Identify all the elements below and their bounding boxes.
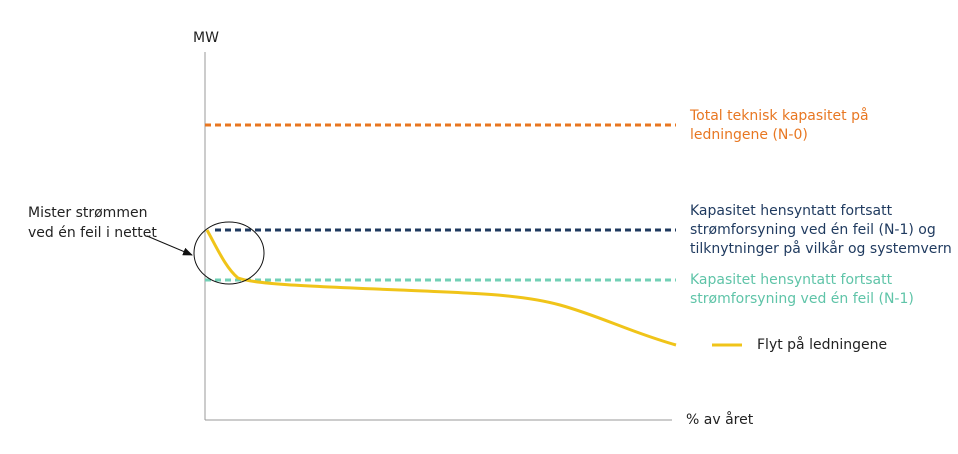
n0-label: Total teknisk kapasitet på: [689, 107, 869, 124]
annotation-arrow: [146, 235, 193, 256]
x-axis-label: % av året: [686, 411, 754, 428]
n1-systemvern-label: strømforsyning ved én feil (N-1) og: [690, 222, 936, 238]
n1-label: Kapasitet hensyntatt fortsatt: [690, 272, 893, 288]
n1-systemvern-label: Kapasitet hensyntatt fortsatt: [690, 203, 893, 219]
flow-curve: [205, 229, 677, 347]
n0-label: ledningene (N-0): [690, 127, 808, 143]
annotation-text: Mister strømmen: [28, 205, 147, 221]
highlight-ellipse: [193, 221, 265, 285]
n1-systemvern-label: tilknytninger på vilkår og systemvern: [690, 240, 952, 257]
y-axis-label: MW: [193, 30, 219, 46]
legend-label: Flyt på ledningene: [757, 336, 887, 353]
annotation-text: ved én feil i nettet: [28, 225, 157, 241]
n1-label: strømforsyning ved én feil (N-1): [690, 291, 914, 307]
